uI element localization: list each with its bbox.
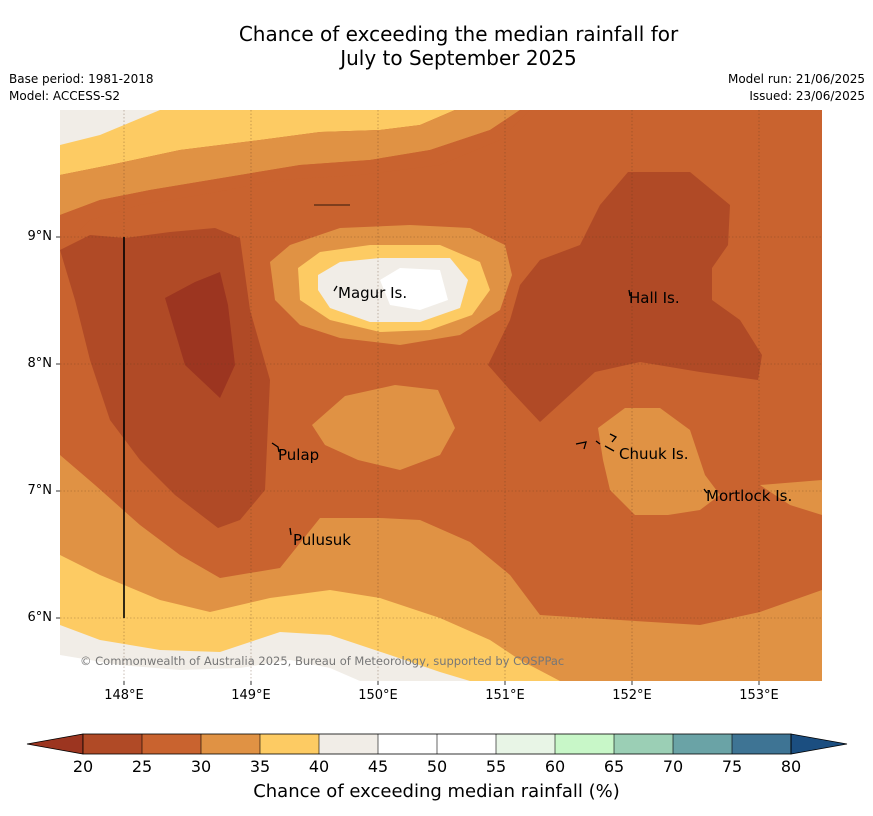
lon-label-151e: 151°E [485, 688, 525, 703]
model-run: Model run: 21/06/2025 [727, 72, 865, 86]
meta-left: Base period: 1981-2018 Model: ACCESS-S2 [9, 71, 154, 105]
lon-label-153e: 153°E [739, 688, 779, 703]
place-label-hall: Hall Is. [629, 289, 680, 307]
place-label-pulap: Pulap [278, 446, 319, 464]
mortlock-island-marker [703, 488, 708, 494]
colorbar-label: 40 [308, 757, 330, 776]
place-label-magur: Magur Is. [338, 284, 407, 302]
hall-island-marker [628, 289, 631, 297]
axis-ticks [56, 236, 760, 685]
place-label-pulusuk: Pulusuk [293, 531, 351, 549]
contour-30-35-southeast [730, 595, 822, 681]
place-label-chuuk: Chuuk Is. [619, 445, 688, 463]
colorbar-label: 45 [367, 757, 389, 776]
colorbar-label: 20 [72, 757, 94, 776]
base-period: Base period: 1981-2018 [9, 72, 154, 86]
colorbar-label: 60 [544, 757, 566, 776]
contour-40-45-south [60, 625, 470, 681]
copyright-notice: © Commonwealth of Australia 2025, Bureau… [80, 654, 564, 668]
contour-30-35-chuuk [598, 408, 720, 515]
meta-right: Model run: 21/06/2025 Issued: 23/06/2025 [728, 71, 865, 105]
map-title: Chance of exceeding the median rainfall … [0, 22, 873, 70]
issued-date: Issued: 23/06/2025 [749, 89, 865, 103]
pulap-island-marker [271, 442, 280, 453]
colorbar-extend-high [790, 733, 848, 755]
title-line-1: Chance of exceeding the median rainfall … [238, 22, 679, 46]
contour-45-50-south [60, 655, 360, 681]
colorbar-label: 55 [485, 757, 507, 776]
lon-label-152e: 152°E [612, 688, 652, 703]
gridlines [60, 110, 822, 681]
lon-label-148e: 148°E [104, 688, 144, 703]
colorbar-extend-low [26, 733, 84, 755]
model-name: Model: ACCESS-S2 [9, 89, 121, 103]
contour-30-35-central [312, 385, 455, 470]
contour-30-35-north [60, 110, 520, 215]
contour-40-45-north [60, 110, 160, 145]
contour-30-35-east [760, 480, 822, 515]
pulusuk-island-marker [289, 527, 292, 536]
colorbar [26, 733, 848, 755]
colorbar-label: 70 [662, 757, 684, 776]
colorbar-title: Chance of exceeding median rainfall (%) [253, 781, 620, 802]
colorbar-label: 25 [131, 757, 153, 776]
colorbar-label: 50 [426, 757, 448, 776]
colorbar-label: 80 [780, 757, 802, 776]
colorbar-label: 65 [603, 757, 625, 776]
chuuk-island-marker [575, 433, 618, 452]
place-label-mortlock: Mortlock Is. [706, 487, 792, 505]
contour-45-50-magur [380, 268, 448, 310]
contour-35-40-north [60, 110, 822, 175]
colorbar-label: 75 [721, 757, 743, 776]
lat-label-6n: 6°N [27, 610, 53, 625]
lon-label-149e: 149°E [231, 688, 271, 703]
magur-island-marker [333, 285, 338, 292]
contour-below-20-west [165, 272, 235, 398]
lat-label-7n: 7°N [27, 483, 53, 498]
colorbar-label: 35 [249, 757, 271, 776]
colorbar-label: 30 [190, 757, 212, 776]
lon-label-150e: 150°E [358, 688, 398, 703]
lat-label-9n: 9°N [27, 229, 53, 244]
contour-20-25-east [488, 172, 762, 422]
map-contours [60, 110, 822, 681]
lat-label-8n: 8°N [27, 356, 53, 371]
island-markers [271, 204, 708, 536]
place-labels: Magur Is. Hall Is. Pulap Chuuk Is. Mortl… [278, 284, 792, 549]
title-line-2: July to September 2025 [340, 46, 577, 70]
